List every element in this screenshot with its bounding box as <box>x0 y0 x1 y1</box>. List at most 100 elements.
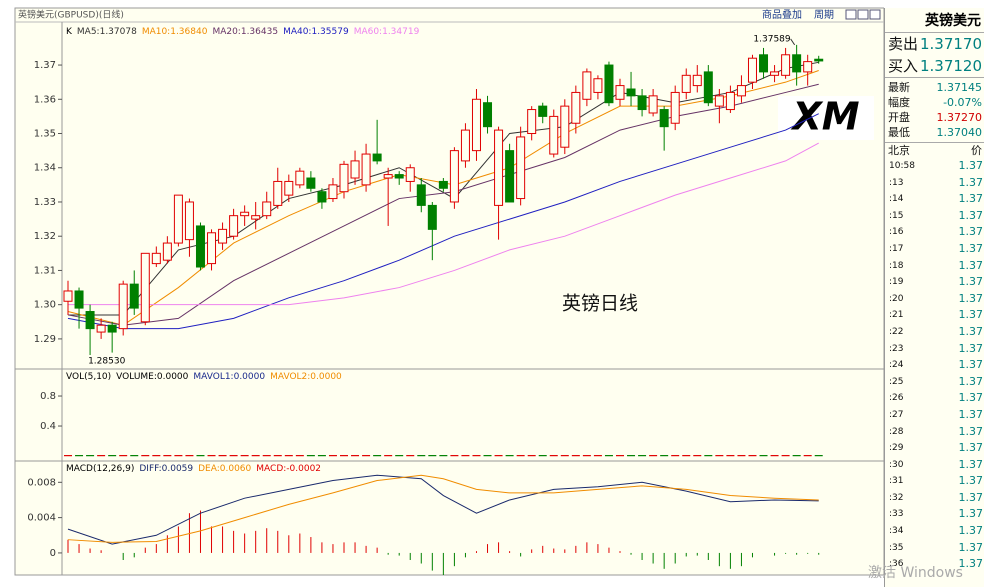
cell: :24 <box>889 360 904 371</box>
volume-bar <box>108 455 117 457</box>
cell: 1.37 <box>958 374 984 388</box>
volume-bar <box>560 455 569 457</box>
toolbar-link[interactable]: 商品叠加 <box>762 8 802 21</box>
tick-row: :28 1.37 <box>885 424 984 441</box>
header-cell: 北京 <box>888 144 910 157</box>
candle-body <box>251 215 261 220</box>
cell: 1.37 <box>958 540 984 554</box>
candle-body <box>107 324 117 333</box>
cell: 1.37 <box>958 308 984 322</box>
candle-body <box>394 174 404 179</box>
panel-title: 英镑美元 <box>885 8 984 33</box>
volume-bar <box>593 455 602 457</box>
candle-body <box>648 95 658 114</box>
legend-entry: MACD:-0.0002 <box>256 464 321 474</box>
window-button[interactable] <box>845 9 857 20</box>
candle-body <box>118 283 128 330</box>
volume-bar <box>251 455 260 457</box>
volume-bar <box>527 455 536 457</box>
volume-bar <box>306 455 315 457</box>
candle-body <box>262 201 272 217</box>
volume-bar <box>770 455 779 457</box>
volume-bar <box>284 455 293 457</box>
volume-bar <box>395 455 404 457</box>
stat-row: 最低 1.37040 <box>885 125 984 140</box>
chart-annotation: 英镑日线 <box>562 293 638 315</box>
cell: 开盘 <box>888 111 910 124</box>
tick-row: :26 1.37 <box>885 390 984 407</box>
candle-body <box>604 64 614 104</box>
candle-body <box>173 194 183 244</box>
window-button[interactable] <box>857 9 869 20</box>
cell: 1.37 <box>958 291 984 305</box>
cell: :23 <box>889 343 904 354</box>
volume-bar <box>174 455 183 457</box>
chart-area: 英镑美元(GBPUSD)(日线) 商品叠加 周期 英镑日线 XM 1.29 1.3… <box>14 7 884 576</box>
legend-entry: MAVOL2:0.0000 <box>270 372 342 382</box>
volume-bar <box>627 455 636 457</box>
candle-body <box>74 290 84 309</box>
cell: 卖出 <box>888 35 919 53</box>
tick-row: :16 1.37 <box>885 224 984 241</box>
y-tick-label: 1.37 <box>34 60 56 71</box>
volume-bar <box>549 455 558 457</box>
cell: :13 <box>889 177 904 188</box>
candle-body <box>339 163 349 193</box>
candle-body <box>803 61 813 73</box>
candle-body <box>527 109 537 135</box>
cell: 10:58 <box>889 161 915 171</box>
candle-body <box>494 129 504 206</box>
legend: K MA5:1.37078 MA10:1.36840 MA20:1.36435 MA40… <box>66 27 420 37</box>
legend-entry: DEA:0.0060 <box>198 464 251 474</box>
y-tick-label: 1.31 <box>34 265 56 276</box>
y-tick-label: 0.4 <box>40 421 56 432</box>
tick-row: :19 1.37 <box>885 274 984 291</box>
cell: :15 <box>889 210 904 221</box>
candle-body <box>703 71 713 104</box>
candle-body <box>582 71 592 100</box>
volume-bar <box>483 455 492 457</box>
cell: 1.37 <box>958 275 984 289</box>
legend-label: MACD(12,26,9) <box>66 464 134 474</box>
y-tick-label: 0.008 <box>27 477 56 488</box>
chart-header: 英镑美元(GBPUSD)(日线) <box>18 9 124 21</box>
cell: 1.37 <box>958 407 984 421</box>
candle-body <box>814 58 824 62</box>
legend-entry: MA40:1.35579 <box>283 27 349 37</box>
y-tick-label: 0.8 <box>40 391 56 402</box>
tick-row: :32 1.37 <box>885 490 984 507</box>
volume-bar <box>86 455 95 457</box>
cell: :26 <box>889 393 904 404</box>
time-header: 北京 价 <box>885 143 984 158</box>
toolbar-link[interactable]: 周期 <box>814 9 834 21</box>
cell: 1.37 <box>958 175 984 189</box>
cell: 1.37 <box>958 507 984 521</box>
cell: :35 <box>889 542 904 553</box>
volume-bar <box>803 455 812 457</box>
y-tick-label: 1.32 <box>34 231 56 242</box>
candle-body <box>792 54 802 73</box>
y-tick-label: 1.35 <box>34 129 56 140</box>
cell: -0.07% <box>943 96 982 109</box>
candle-body <box>770 71 780 76</box>
candle-body <box>571 91 581 124</box>
volume-bar <box>340 455 348 457</box>
candle-body <box>350 160 360 179</box>
candle-body <box>63 290 73 302</box>
candle-body <box>295 170 305 186</box>
candle-body <box>273 180 283 206</box>
y-tick-label: 0 <box>50 548 56 559</box>
legend-entry: DIFF:0.0059 <box>139 464 193 474</box>
volume-bar <box>671 455 680 457</box>
window-button[interactable] <box>869 9 881 20</box>
tick-row: :24 1.37 <box>885 357 984 374</box>
quote-panel: 英镑美元 卖出 1.37170 买入 1.37120 最新 1.37145 幅度 -0.07… <box>884 8 984 587</box>
candle-body <box>218 228 228 244</box>
tick-row: :21 1.37 <box>885 307 984 324</box>
candle-body <box>759 54 769 73</box>
cell: 1.37 <box>958 557 984 571</box>
candle-body <box>361 153 371 186</box>
header-cell: 价 <box>971 144 982 157</box>
volume-bar <box>638 455 647 457</box>
cell: 1.37 <box>958 159 984 172</box>
